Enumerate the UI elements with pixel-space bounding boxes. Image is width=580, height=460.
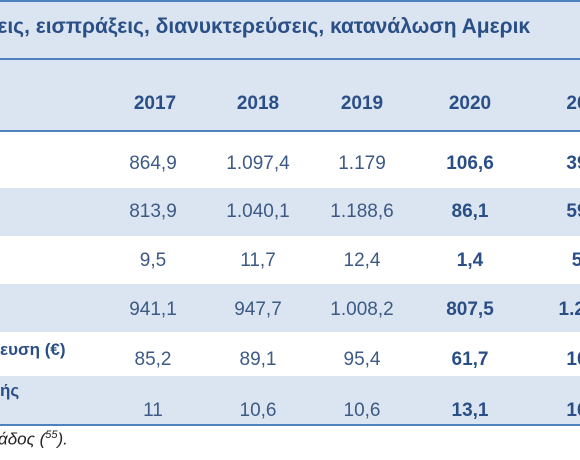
table-cell-highlight: 1.27 [558, 299, 580, 320]
table-row [0, 376, 580, 424]
table-cell-highlight: 5 [571, 250, 580, 271]
column-header-2020: 2020 [448, 93, 492, 114]
table-cell: 9,5 [139, 250, 167, 271]
table-row [0, 284, 580, 332]
row-label: ευση (€) [0, 340, 66, 359]
table-cell: 10,6 [239, 400, 277, 421]
table-cell: 1.188,6 [330, 201, 394, 222]
footnote-tail: ). [57, 429, 68, 449]
column-header-2017: 2017 [133, 93, 177, 114]
table-cell-highlight: 1,4 [456, 250, 484, 271]
table-cell: 89,1 [239, 349, 277, 370]
table-cell: 1.179 [338, 153, 386, 174]
table-row [0, 188, 580, 236]
table-cell: 12,4 [343, 250, 381, 271]
table-title-band: ξεις, εισπράξεις, διανυκτερεύσεις, καταν… [0, 0, 580, 60]
column-header-2018: 2018 [236, 93, 280, 114]
table-cell: 1.040,1 [226, 201, 290, 222]
table-title: ξεις, εισπράξεις, διανυκτερεύσεις, καταν… [0, 15, 531, 38]
table-cell: 1.008,2 [330, 299, 394, 320]
table-cell-highlight: 807,5 [446, 299, 494, 320]
table-cell-highlight: 61,7 [451, 349, 489, 370]
table-cell-highlight: 39 [566, 153, 580, 174]
column-header-2019: 2019 [340, 93, 384, 114]
table-cell: 85,2 [134, 349, 172, 370]
source-footnote: άδος (55). [0, 429, 68, 450]
table-cell: 95,4 [343, 349, 381, 370]
table-cell-highlight: 16 [566, 400, 580, 421]
table-cell: 1.097,4 [226, 153, 290, 174]
table-cell: 11,7 [240, 250, 276, 271]
footnote-reference: 55 [45, 429, 58, 441]
table-cell: 864,9 [129, 153, 177, 174]
table-cell-highlight: 10 [566, 349, 580, 370]
table-cell: 11 [143, 400, 163, 421]
table-cell-highlight: 106,6 [446, 153, 494, 174]
row-label: ής [0, 381, 20, 400]
column-header-2021: 20 [566, 93, 580, 114]
table-cell: 813,9 [129, 201, 177, 222]
table-cell: 10,6 [343, 400, 381, 421]
table-cell-highlight: 59 [566, 201, 580, 222]
table-cell-highlight: 86,1 [451, 201, 489, 222]
table-cell-highlight: 13,1 [451, 400, 489, 421]
footnote-text: άδος ( [0, 429, 46, 449]
table-cell: 947,7 [234, 299, 282, 320]
table-header-row [0, 60, 580, 132]
table-cell: 941,1 [129, 299, 177, 320]
table-bottom-rule [0, 424, 580, 426]
